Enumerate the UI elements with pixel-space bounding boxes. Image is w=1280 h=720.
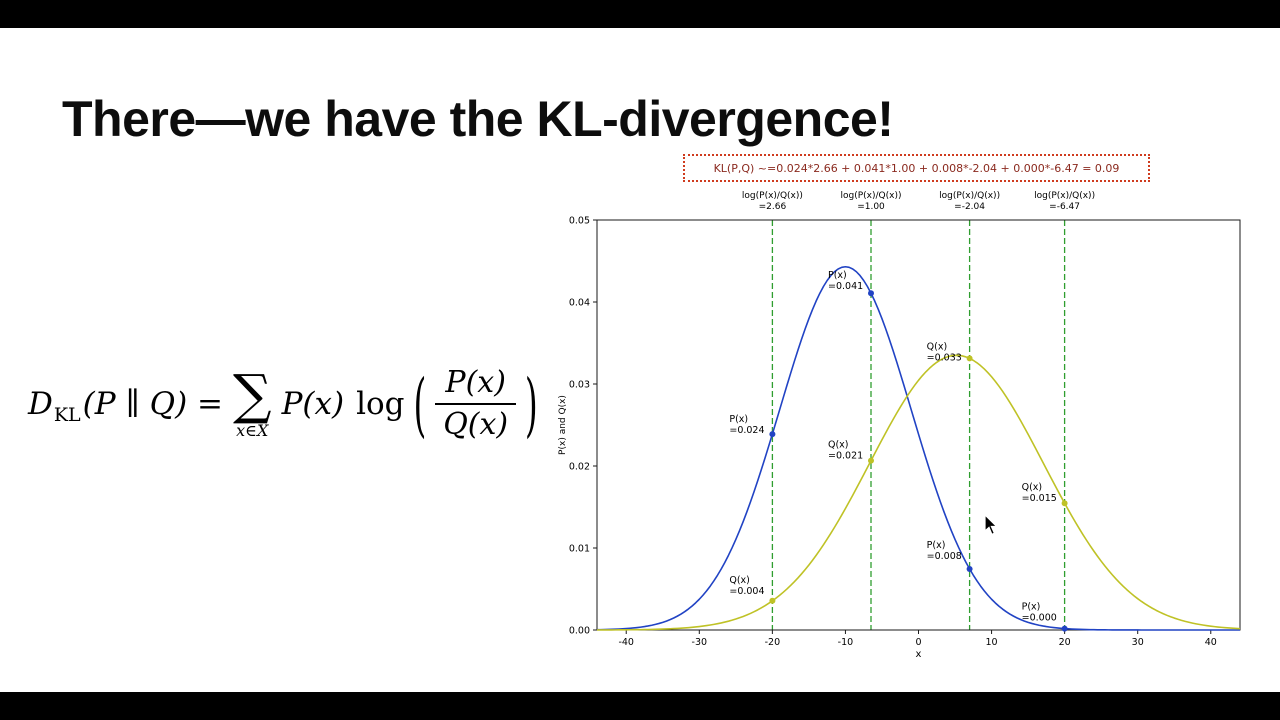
point-value-label-line1: P(x): [828, 270, 847, 281]
kl-sum-annotation-box: KL(P,Q) ~=0.024*2.66 + 0.041*1.00 + 0.00…: [683, 154, 1150, 182]
formula-D: D: [28, 386, 53, 422]
formula-lhs-group: D KL (P ∥ Q) =: [28, 386, 223, 426]
x-tick-label: -40: [618, 637, 634, 648]
letterbox-top: [0, 0, 1280, 28]
x-tick-label: 30: [1132, 637, 1144, 648]
slide-title: There—we have the KL-divergence!: [62, 91, 894, 147]
log-ratio-label-line2: =-2.04: [954, 202, 985, 212]
curve-P: [596, 265, 1240, 631]
log-ratio-label-line2: =2.66: [759, 202, 787, 212]
log-ratio-label-line1: log(P(x)/Q(x)): [939, 191, 1000, 201]
y-tick-label: 0.02: [569, 462, 590, 473]
point-value-label-line1: Q(x): [828, 440, 849, 451]
y-tick-label: 0.01: [569, 544, 590, 555]
point-value-label-line2: =0.015: [1022, 493, 1057, 504]
sample-point-Q: [868, 457, 874, 464]
point-value-label-line1: P(x): [1022, 602, 1041, 613]
x-tick-label: 20: [1059, 637, 1071, 648]
y-tick-label: 0.04: [569, 298, 590, 309]
sample-point-P: [966, 566, 973, 572]
sample-point-P: [1061, 625, 1068, 632]
formula-close-paren: ): [524, 363, 538, 445]
x-tick-label: 10: [986, 637, 998, 648]
x-tick-label: 40: [1205, 637, 1217, 648]
x-tick-label: -30: [692, 637, 708, 648]
y-tick-label: 0.00: [569, 626, 590, 637]
point-value-label-line1: Q(x): [1022, 482, 1043, 493]
formula-D-subscript: KL: [53, 404, 81, 426]
point-value-label-line2: =0.004: [729, 586, 764, 597]
formula-open-paren: (: [413, 363, 427, 445]
sample-point-Q: [769, 597, 776, 604]
point-value-label-line2: =0.008: [927, 551, 962, 562]
letterbox-bottom: [0, 692, 1280, 720]
sigma-symbol: ∑: [233, 362, 272, 426]
sample-point-Q: [1061, 500, 1068, 507]
formula-Px-term: P(x): [281, 386, 345, 422]
point-value-label-line2: =0.021: [828, 451, 863, 462]
sample-point-P: [769, 431, 776, 438]
log-ratio-label-line2: =1.00: [857, 202, 885, 212]
sum-subscript: x∈X: [236, 421, 269, 441]
point-value-label-line2: =0.033: [927, 352, 962, 363]
x-tick-label: 0: [915, 637, 921, 648]
log-ratio-label-line2: =-6.47: [1049, 202, 1080, 212]
sample-point-Q: [966, 355, 973, 362]
point-value-label-line2: =0.000: [1022, 613, 1057, 624]
y-tick-label: 0.05: [569, 216, 590, 227]
sample-point-P: [868, 290, 874, 297]
chart-canvas: log(P(x)/Q(x))=2.66log(P(x)/Q(x))=1.00lo…: [558, 191, 1241, 660]
x-tick-label: -10: [838, 637, 854, 648]
x-tick-label: -20: [765, 637, 781, 648]
point-value-label-line1: P(x): [729, 414, 748, 425]
fraction-numerator: P(x): [435, 365, 516, 405]
y-tick-label: 0.03: [569, 380, 590, 391]
point-value-label-line2: =0.024: [729, 425, 764, 436]
formula-sum: ∑ x∈X: [233, 362, 272, 441]
mouse-cursor: [984, 514, 999, 536]
formula-log: log: [356, 386, 405, 422]
x-axis-label: x: [916, 649, 922, 660]
point-value-label-line1: Q(x): [927, 341, 948, 352]
plot-frame: [596, 219, 1241, 631]
point-value-label-line1: P(x): [927, 540, 946, 551]
log-ratio-label-line1: log(P(x)/Q(x)): [841, 191, 902, 201]
point-value-label-line1: Q(x): [729, 575, 750, 586]
fraction-denominator: Q(x): [443, 407, 509, 442]
log-ratio-label-line1: log(P(x)/Q(x)): [742, 191, 803, 201]
log-ratio-label-line1: log(P(x)/Q(x)): [1034, 191, 1095, 201]
y-axis-label: P(x) and Q(x): [558, 395, 568, 455]
formula-fraction: P(x) Q(x): [435, 365, 516, 443]
kl-divergence-formula: D KL (P ∥ Q) = ∑ x∈X P(x) log ( P(x) Q(x) …: [28, 348, 541, 460]
kl-chart: log(P(x)/Q(x)) =2.66 log(P(x)/Q(x)) =1.00 lo…: [555, 150, 1255, 685]
formula-arguments: (P ∥ Q) =: [82, 386, 223, 422]
curve-Q: [596, 354, 1241, 631]
point-value-label-line2: =0.041: [828, 281, 863, 292]
kl-sum-annotation-text: KL(P,Q) ~=0.024*2.66 + 0.041*1.00 + 0.00…: [713, 161, 1120, 175]
